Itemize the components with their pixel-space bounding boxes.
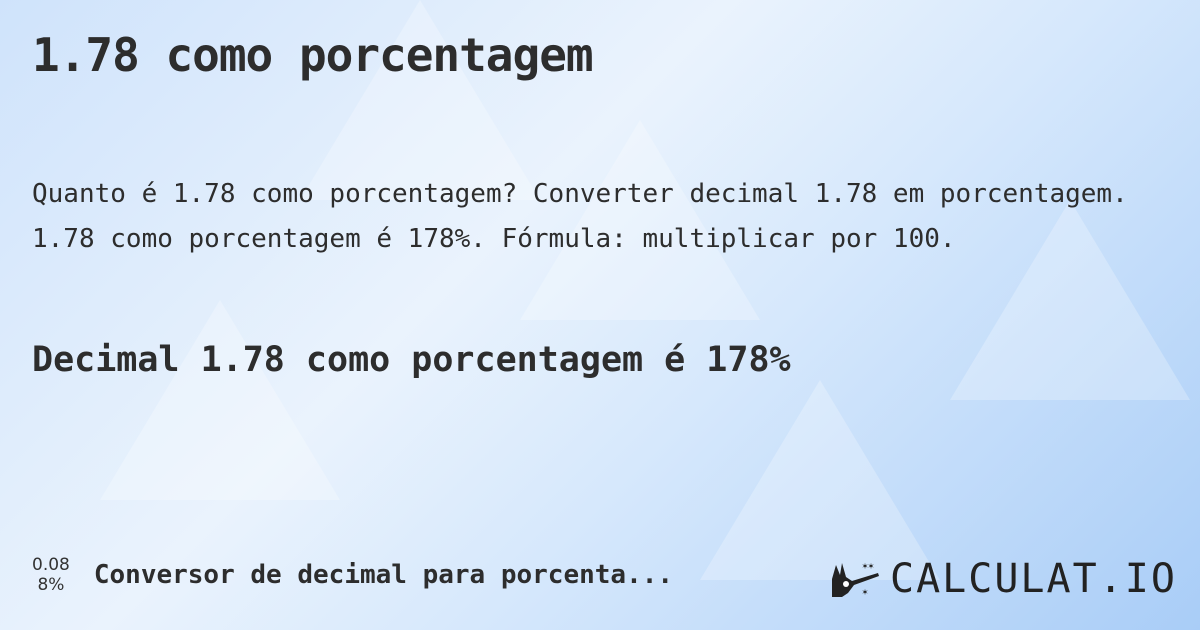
description: Quanto é 1.78 como porcentagem? Converte… (32, 179, 1128, 254)
magic-hand-wand-icon: ✶✶ ✶ (832, 561, 879, 598)
example-percent: 8% (37, 575, 65, 595)
page-title: 1.78 como porcentagem (32, 28, 594, 82)
svg-text:✶: ✶ (862, 587, 868, 598)
svg-text:✶✶: ✶✶ (862, 561, 874, 572)
result-heading: Decimal 1.78 como porcentagem é 178% (32, 340, 791, 380)
example-decimal: 0.08 (32, 555, 70, 575)
converter-link[interactable]: Conversor de decimal para porcenta... (93, 560, 674, 590)
logo[interactable]: ✶✶ ✶ CALCULAT.IO (828, 556, 1177, 602)
footer: 0.08 8% Conversor de decimal para porcen… (32, 555, 673, 595)
logo-text: CALCULAT.IO (890, 556, 1177, 602)
example-thumbnail[interactable]: 0.08 8% (32, 555, 70, 595)
